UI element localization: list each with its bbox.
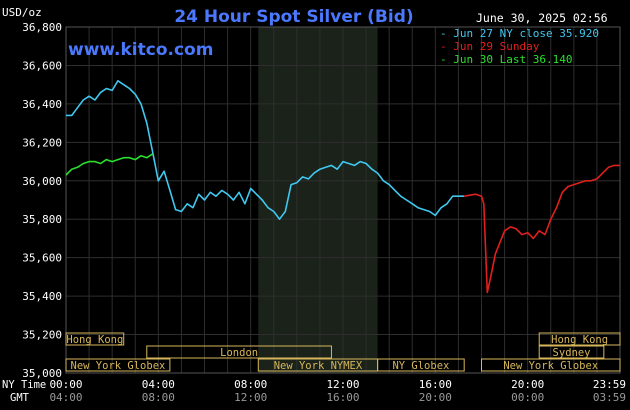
series-line [65, 153, 154, 176]
y-tick-label: 36,600 [22, 59, 62, 72]
legend-entry: - Jun 29 Sunday [440, 40, 540, 53]
session-label: London [220, 347, 258, 359]
session-bar [538, 332, 621, 346]
legend-entry: - Jun 30 Last 36.140 [440, 53, 572, 66]
x-tick-label-ny: 04:00 [142, 378, 175, 391]
x-tick-label-gmt: 03:59 [593, 391, 626, 404]
y-tick-label: 36,000 [22, 175, 62, 188]
y-tick-label: 36,400 [22, 98, 62, 111]
x-tick-label-ny: 16:00 [419, 378, 452, 391]
session-bar [538, 345, 605, 359]
ny-time-label: NY Time [2, 379, 46, 391]
session-label: New York Globex [503, 360, 598, 372]
session-label: Hong Kong [551, 334, 608, 346]
x-tick-label-gmt: 08:00 [142, 391, 175, 404]
y-tick-label: 35,800 [22, 213, 62, 226]
x-tick-label-ny: 00:00 [49, 378, 82, 391]
session-label: NY Globex [392, 360, 449, 372]
x-tick-label-gmt: 20:00 [419, 391, 452, 404]
x-tick-label-ny: 08:00 [234, 378, 267, 391]
chart-title: 24 Hour Spot Silver (Bid) [174, 7, 413, 27]
grid-lines [65, 26, 621, 374]
session-bar [481, 358, 621, 372]
session-bar [65, 358, 171, 372]
y-tick-label: 36,200 [22, 136, 62, 149]
x-tick-label-gmt: 04:00 [49, 391, 82, 404]
session-bar [146, 345, 332, 359]
x-tick-label-gmt: 00:00 [511, 391, 544, 404]
series-line [464, 164, 620, 294]
plot-frame [65, 26, 621, 374]
series-line [66, 80, 465, 220]
y-tick-label: 36,800 [22, 21, 62, 34]
session-bar [377, 358, 465, 372]
session-label: New York Globex [71, 360, 166, 372]
y-axis-tick-labels: 35,000 35,200 35,400 35,600 35,800 36,000 36,2… [22, 21, 62, 380]
legend-entry: - Jun 27 NY close 35.920 [440, 27, 599, 40]
session-bar [65, 332, 125, 346]
data-series [65, 80, 620, 294]
x-tick-label-ny: 23:59 [593, 378, 626, 391]
timestamp: June 30, 2025 02:56 [476, 11, 608, 25]
kitco-watermark: www.kitco.com [68, 40, 213, 60]
x-tick-label-ny: 12:00 [326, 378, 359, 391]
y-tick-label: 35,000 [22, 367, 62, 380]
x-tick-label-gmt: 12:00 [234, 391, 267, 404]
y-tick-label: 35,400 [22, 290, 62, 303]
gmt-label: GMT [10, 392, 30, 404]
y-tick-label: 35,200 [22, 329, 62, 342]
legend: - Jun 27 NY close 35.920- Jun 29 Sunday-… [440, 27, 599, 66]
x-tick-label-gmt: 16:00 [326, 391, 359, 404]
session-label: New York NYMEX [274, 360, 363, 372]
x-tick-label-ny: 20:00 [511, 378, 544, 391]
y-axis-unit-label: USD/oz [2, 6, 42, 19]
nymex-shaded-period [258, 27, 378, 373]
session-label: Sydney [553, 347, 591, 359]
y-tick-label: 35,600 [22, 252, 62, 265]
session-label: Hong Kong [66, 334, 123, 346]
x-axis-tick-labels: 00:0004:0004:0008:0008:0012:0012:0016:00… [49, 378, 626, 404]
